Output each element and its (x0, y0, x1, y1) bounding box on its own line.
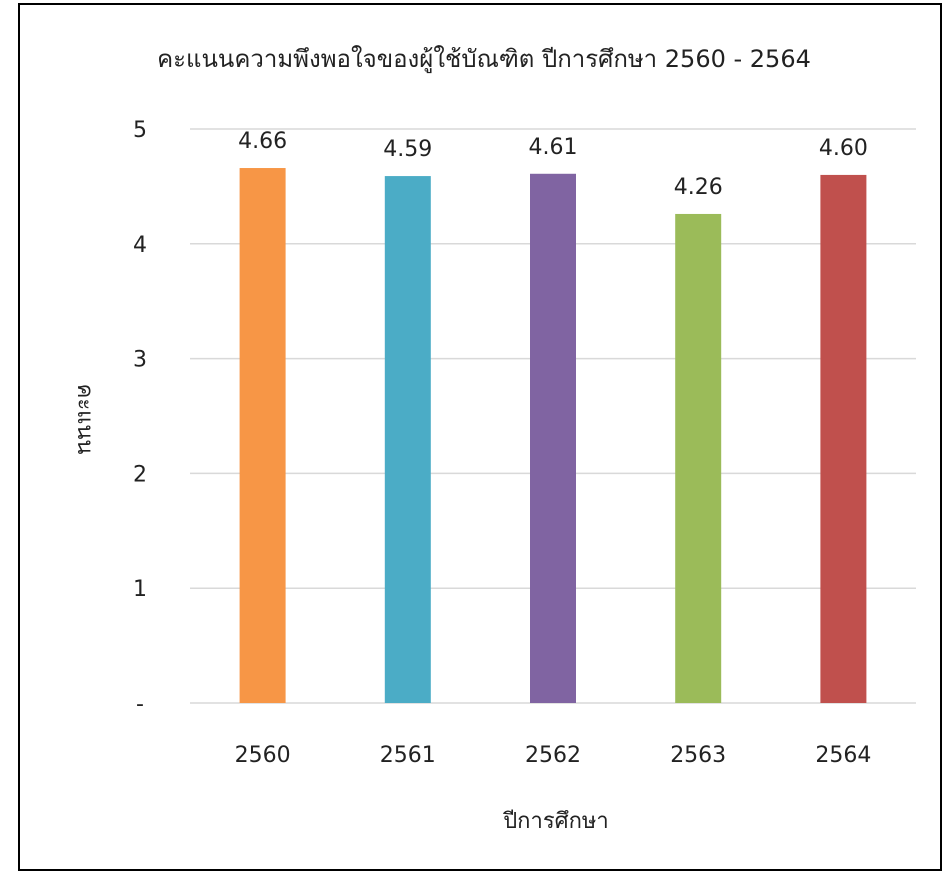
y-tick-label: - (136, 692, 144, 717)
data-label: 4.66 (238, 129, 287, 154)
data-label: 4.59 (383, 137, 432, 162)
chart-frame: คะแนนความพึงพอใจของผู้ใช้บัณฑิต ปีการศึก… (18, 3, 942, 871)
y-tick-label: 3 (133, 348, 147, 373)
bar-2560 (239, 168, 286, 704)
bar-2562 (530, 173, 576, 704)
y-tick-label: 4 (133, 233, 147, 258)
y-tick-label: 5 (133, 118, 147, 143)
y-axis-label: คะแนน (72, 384, 97, 455)
x-tick-label: 2564 (815, 743, 871, 768)
y-tick-label: 1 (133, 577, 147, 602)
bar-2563 (675, 213, 722, 703)
data-label: 4.61 (529, 135, 578, 160)
data-label: 4.26 (674, 175, 723, 200)
x-tick-label: 2560 (235, 743, 291, 768)
data-label: 4.60 (819, 136, 868, 161)
x-tick-label: 2563 (670, 743, 726, 768)
x-tick-label: 2561 (380, 743, 436, 768)
bar-chart: คะแนนความพึงพอใจของผู้ใช้บัณฑิต ปีการศึก… (72, 45, 916, 834)
x-axis-label: ปีการศึกษา (502, 809, 609, 834)
bar-2564 (820, 174, 867, 704)
x-tick-label: 2562 (525, 743, 581, 768)
y-tick-label: 2 (133, 462, 147, 487)
bar-2561 (384, 176, 431, 703)
chart-title: คะแนนความพึงพอใจของผู้ใช้บัณฑิต ปีการศึก… (157, 45, 811, 74)
